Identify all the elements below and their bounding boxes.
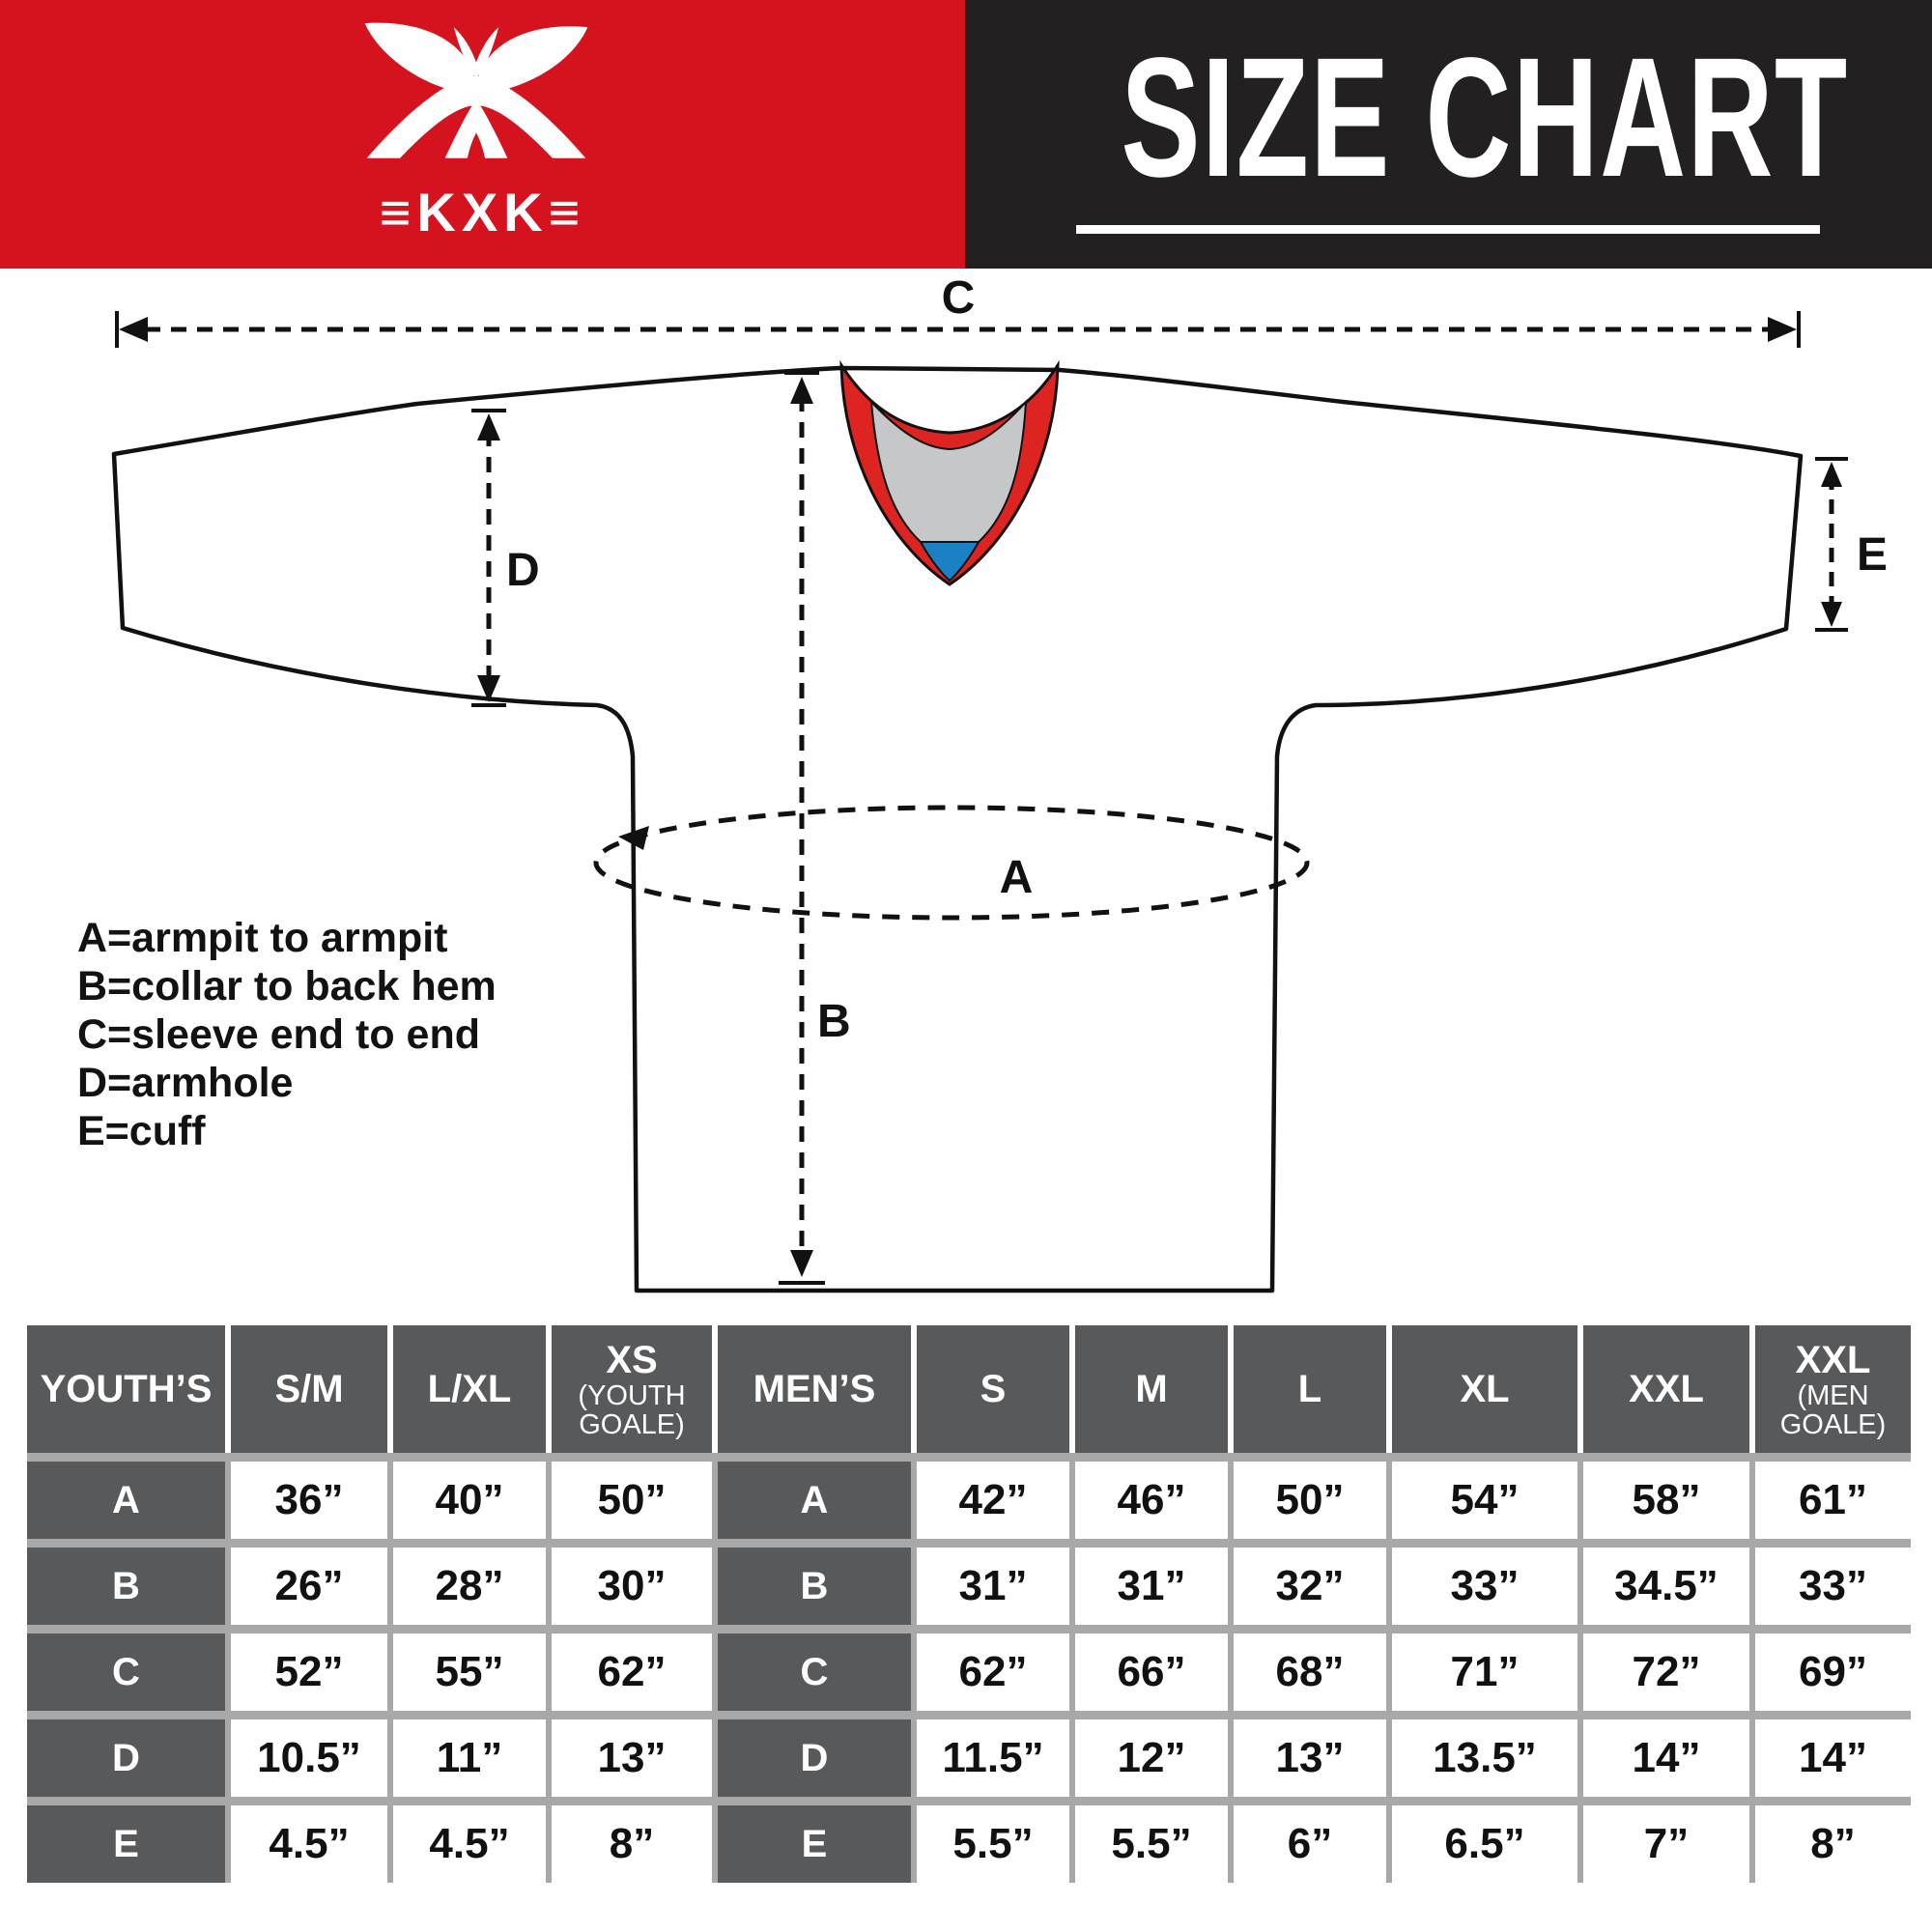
- table-cell: 13.5”: [1392, 1719, 1577, 1797]
- table-cell: 10.5”: [231, 1719, 387, 1797]
- table-cell: 5.5”: [917, 1805, 1069, 1883]
- table-cell: 6”: [1234, 1805, 1386, 1883]
- table-cell: 7”: [1583, 1805, 1749, 1883]
- table-cell: 6.5”: [1392, 1805, 1577, 1883]
- column-header-l: L: [1234, 1325, 1386, 1453]
- table-cell: 5.5”: [1075, 1805, 1228, 1883]
- row-label: E: [718, 1805, 911, 1883]
- table-cell: 14”: [1755, 1719, 1911, 1797]
- kxk-logo-icon: [364, 22, 588, 158]
- row-label: E: [27, 1805, 225, 1883]
- column-header-m: M: [1075, 1325, 1228, 1453]
- table-cell: 4.5”: [231, 1805, 387, 1883]
- jersey-diagram: C D B A: [111, 272, 1888, 1293]
- table-cell: 40”: [393, 1462, 546, 1539]
- column-header-s: S: [917, 1325, 1069, 1453]
- row-label: D: [27, 1719, 225, 1797]
- table-cell: 58”: [1583, 1462, 1749, 1539]
- row-label: B: [27, 1548, 225, 1625]
- row-label: C: [718, 1634, 911, 1711]
- measure-label-d: D: [506, 545, 540, 596]
- table-cell: 50”: [552, 1462, 712, 1539]
- row-label: A: [718, 1462, 911, 1539]
- legend-line-a: A=armpit to armpit: [77, 915, 448, 961]
- table-cell: 33”: [1755, 1548, 1911, 1625]
- table-cell: 13”: [552, 1719, 712, 1797]
- table-cell: 36”: [231, 1462, 387, 1539]
- size-table: YOUTH’S S/M L/XL XS (YOUTH GOALE) MEN’S S…: [27, 1325, 1911, 1883]
- table-cell: 12”: [1075, 1719, 1228, 1797]
- table-cell: 66”: [1075, 1634, 1228, 1711]
- measure-arrow-b: [779, 371, 825, 1285]
- table-cell: 62”: [917, 1634, 1069, 1711]
- column-header-xxl-men-goalie: XXL (MEN GOALE): [1755, 1325, 1911, 1453]
- table-cell: 33”: [1392, 1548, 1577, 1625]
- row-label: C: [27, 1634, 225, 1711]
- table-cell: 26”: [231, 1548, 387, 1625]
- table-cell: 13”: [1234, 1719, 1386, 1797]
- measure-label-b: B: [817, 996, 851, 1047]
- table-cell: 42”: [917, 1462, 1069, 1539]
- title-panel: SIZE CHART: [965, 0, 1932, 269]
- brand-panel: ≡KXK≡: [0, 0, 965, 269]
- table-cell: 8”: [1755, 1805, 1911, 1883]
- table-cell: 31”: [1075, 1548, 1228, 1625]
- measure-arrow-c: [115, 311, 1801, 348]
- table-cell: 54”: [1392, 1462, 1577, 1539]
- table-cell: 71”: [1392, 1634, 1577, 1711]
- table-cell: 55”: [393, 1634, 546, 1711]
- table-cell: 68”: [1234, 1634, 1386, 1711]
- measure-label-a: A: [1000, 852, 1034, 903]
- table-cell: 52”: [231, 1634, 387, 1711]
- column-header-lxl: L/XL: [393, 1325, 546, 1453]
- table-cell: 46”: [1075, 1462, 1228, 1539]
- title-underline: [1076, 225, 1820, 234]
- header-bar: ≡KXK≡ SIZE CHART: [0, 0, 1932, 269]
- column-header-mens: MEN’S: [718, 1325, 911, 1453]
- table-cell: 28”: [393, 1548, 546, 1625]
- table-cell: 11.5”: [917, 1719, 1069, 1797]
- column-header-sm: S/M: [231, 1325, 387, 1453]
- legend-line-d: D=armhole: [77, 1060, 294, 1106]
- table-cell: 61”: [1755, 1462, 1911, 1539]
- measure-label-e: E: [1857, 529, 1888, 581]
- table-cell: 50”: [1234, 1462, 1386, 1539]
- measure-arrow-e: [1815, 457, 1848, 632]
- jersey-outline: [111, 365, 1804, 1293]
- column-header-youths: YOUTH’S: [27, 1325, 225, 1453]
- table-cell: 34.5”: [1583, 1548, 1749, 1625]
- legend-line-c: C=sleeve end to end: [77, 1011, 481, 1058]
- page-title: SIZE CHART: [1121, 23, 1849, 213]
- measure-arrow-d: [471, 409, 506, 707]
- column-header-xs-youth-goalie: XS (YOUTH GOALE): [552, 1325, 712, 1453]
- collar-blue-insert: [919, 541, 980, 582]
- legend-line-b: B=collar to back hem: [77, 963, 497, 1009]
- measurement-legend: A=armpit to armpit B=collar to back hem …: [77, 914, 497, 1155]
- table-cell: 32”: [1234, 1548, 1386, 1625]
- collar-inner-gray: [869, 399, 1028, 543]
- table-cell: 31”: [917, 1548, 1069, 1625]
- measure-arrow-a: [593, 805, 1310, 921]
- legend-line-e: E=cuff: [77, 1108, 206, 1154]
- table-cell: 69”: [1755, 1634, 1911, 1711]
- jersey-diagram-section: C D B A: [0, 269, 1932, 1325]
- table-cell: 72”: [1583, 1634, 1749, 1711]
- table-cell: 62”: [552, 1634, 712, 1711]
- row-label: D: [718, 1719, 911, 1797]
- row-label: B: [718, 1548, 911, 1625]
- table-cell: 8”: [552, 1805, 712, 1883]
- table-cell: 30”: [552, 1548, 712, 1625]
- logo-text: ≡KXK≡: [379, 182, 586, 242]
- table-cell: 14”: [1583, 1719, 1749, 1797]
- column-header-xl: XL: [1392, 1325, 1577, 1453]
- table-cell: 4.5”: [393, 1805, 546, 1883]
- measure-label-c: C: [942, 272, 976, 324]
- column-header-xxl: XXL: [1583, 1325, 1749, 1453]
- row-label: A: [27, 1462, 225, 1539]
- table-cell: 11”: [393, 1719, 546, 1797]
